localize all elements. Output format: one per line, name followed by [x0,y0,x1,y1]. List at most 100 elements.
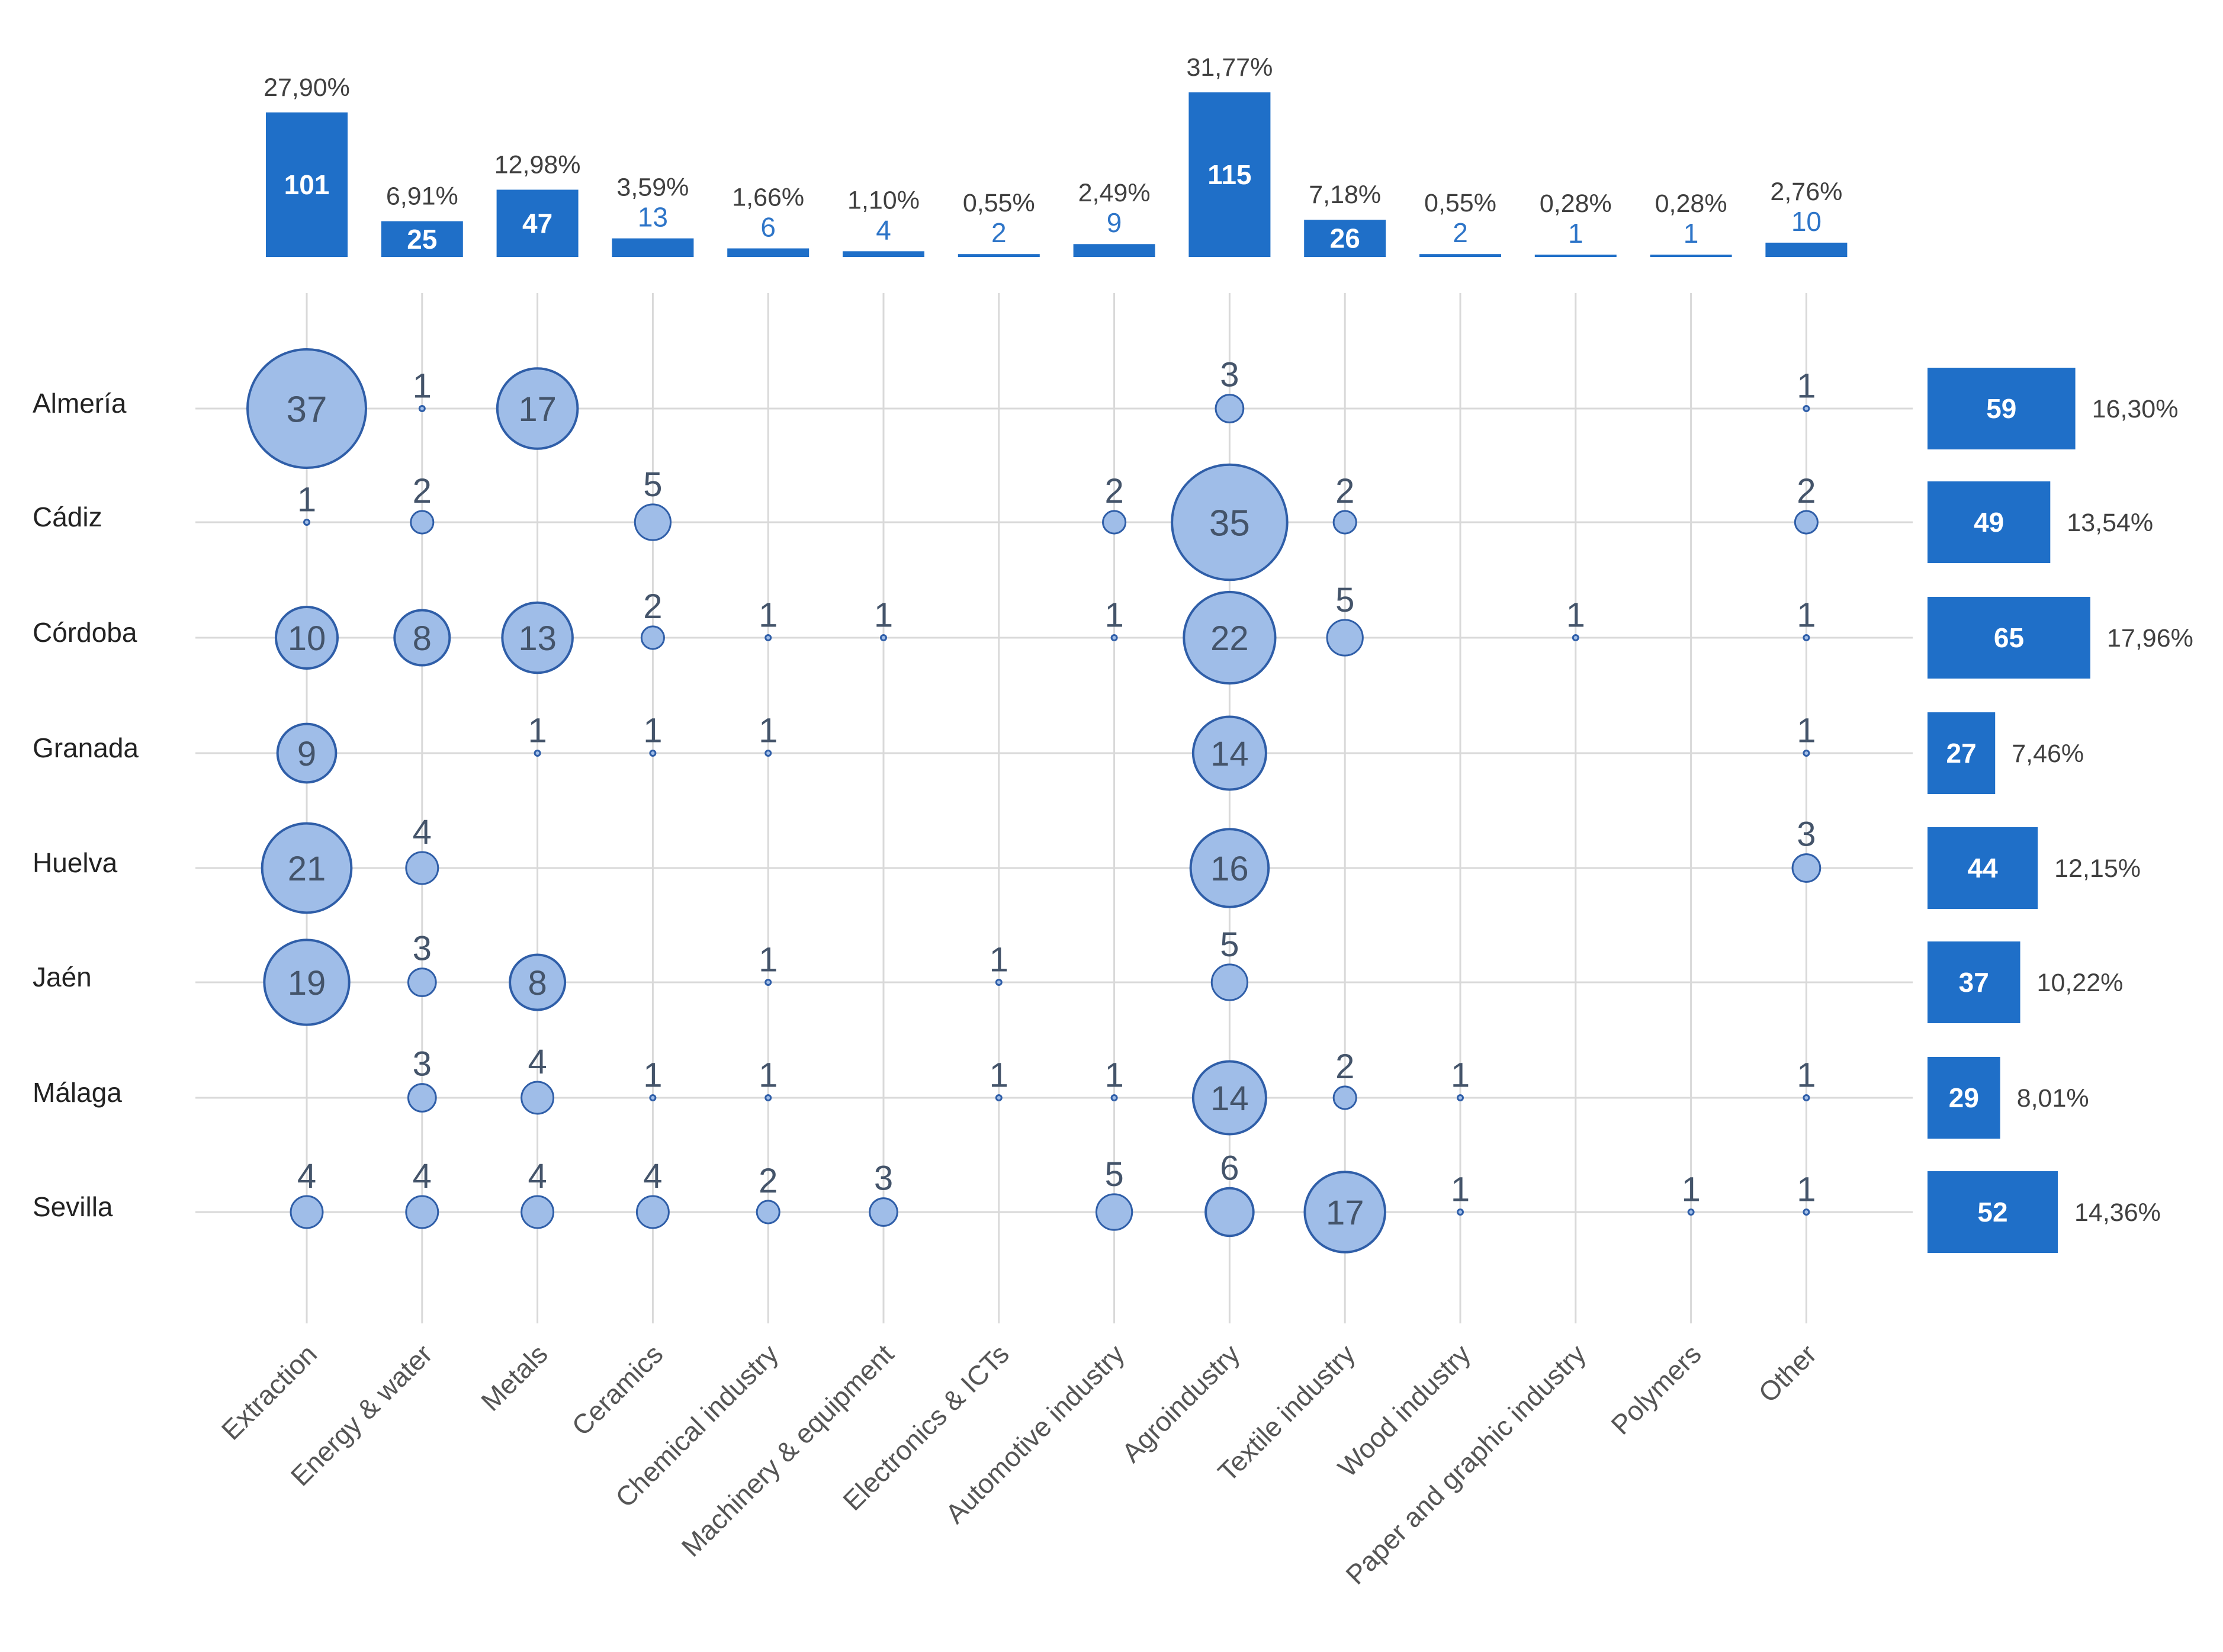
bubble-value-label: 1 [1566,596,1585,635]
bubble-value-label: 4 [528,1157,547,1195]
bubble-cordoba-ceramics [640,625,665,650]
bubble-sevilla-automotive-industry [1095,1193,1133,1231]
bubble-cadiz-ceramics [634,503,672,541]
province-bar-malaga [1928,1057,2000,1139]
bubble-cadiz-other [1794,510,1819,535]
bubble-value-label: 4 [643,1157,662,1195]
bubble-jaen-agroindustry [1210,963,1249,1001]
province-bar-value: 37 [1959,967,1989,998]
province-bar-value: 27 [1946,738,1977,769]
bubble-malaga-chemical-industry [764,1094,772,1101]
bubble-value-label: 1 [874,596,893,635]
bubble-value-label: 10 [288,619,326,658]
bubble-sevilla-machinery-equipment [869,1197,898,1227]
bubble-sevilla-ceramics [635,1195,670,1229]
bubble-value-label: 17 [518,390,557,429]
bubble-value-label: 1 [1104,596,1123,635]
bubble-value-label: 1 [1797,596,1816,635]
bubble-sevilla-textile-industry [1303,1171,1386,1254]
bubble-value-label: 1 [759,941,778,979]
bubble-value-label: 22 [1210,619,1249,658]
sector-bar-value: 25 [407,224,437,255]
bubble-jaen-extraction [263,939,351,1026]
bubble-granada-chemical-industry [764,750,772,757]
sector-percent-label: 27,90% [264,73,350,102]
bubble-value-label: 1 [759,712,778,750]
bubble-value-label: 16 [1210,850,1249,888]
bubble-value-label: 4 [413,1157,432,1195]
province-bar-jaen [1928,941,2020,1023]
bubble-value-label: 2 [1335,472,1354,510]
province-label-almeria: Almería [33,388,127,419]
province-label-huelva: Huelva [33,847,118,878]
sector-percent-label: 6,91% [386,182,458,211]
bubble-value-label: 3 [1220,356,1239,394]
sector-label-paper-and-graphic-industry: Paper and graphic industry [1339,1338,1592,1590]
bubble-value-label: 1 [990,941,1008,979]
sector-bar-textile-industry [1304,220,1386,257]
province-bar-granada [1928,712,1996,794]
sector-bar-paper-and-graphic-industry [1534,255,1617,257]
province-bar-value: 65 [1994,622,2024,653]
bubble-value-label: 5 [1220,925,1239,964]
bubble-sevilla-energy-water [405,1195,439,1229]
province-percent-label: 10,22% [2037,969,2124,997]
bubble-granada-metals [534,750,541,757]
sector-percent-label: 0,28% [1540,189,1612,218]
province-bar-value: 29 [1949,1082,1979,1113]
sector-bar-value: 1 [1684,218,1699,249]
bubble-value-label: 6 [1220,1149,1239,1188]
bubble-cordoba-agroindustry [1183,590,1277,685]
province-percent-label: 13,54% [2067,509,2153,537]
bubble-value-label: 1 [990,1056,1008,1095]
bubble-sevilla-polymers [1687,1209,1695,1216]
sector-bar-automotive-industry [1073,244,1155,257]
sector-bar-electronics-icts [958,254,1040,257]
province-label-jaen: Jaén [33,962,92,992]
bubble-cordoba-energy-water [393,609,451,667]
sector-bar-ceramics [612,238,694,257]
sector-total-bars: 10127,90%256,91%4712,98%133,59%61,66%41,… [264,53,1848,257]
province-bar-cadiz [1928,481,2051,563]
sector-bar-polymers [1650,255,1732,257]
sector-label-extraction: Extraction [216,1338,323,1445]
sector-bar-value: 101 [284,169,330,200]
province-bar-almeria [1928,368,2076,449]
bubble-value-label: 4 [413,813,432,851]
bubble-jaen-electronics-icts [995,979,1003,986]
bubble-value-label: 3 [413,930,432,968]
bubble-value-label: 5 [643,465,662,504]
bubble-malaga-automotive-industry [1110,1094,1118,1101]
bubble-cadiz-textile-industry [1332,510,1357,535]
sector-percent-label: 7,18% [1309,181,1381,209]
bubble-value-label: 3 [413,1045,432,1084]
sector-percent-label: 31,77% [1186,53,1273,82]
province-bar-value: 49 [1974,507,2004,538]
province-bar-value: 44 [1967,853,1998,883]
province-percent-label: 8,01% [2017,1084,2089,1113]
bubble-granada-other [1803,750,1810,757]
bubble-cordoba-machinery-equipment [880,634,887,641]
bubble-value-label: 3 [1797,815,1816,854]
bubble-cadiz-energy-water [410,510,435,535]
sector-label-metals: Metals [475,1338,554,1417]
bubble-cadiz-automotive-industry [1102,510,1127,535]
sector-label-polymers: Polymers [1605,1338,1707,1440]
sector-label-ceramics: Ceramics [566,1338,669,1441]
bubble-value-label: 1 [528,712,547,750]
province-label-malaga: Málaga [33,1077,122,1108]
bubble-sevilla-metals [521,1195,555,1229]
sector-bar-energy-water [381,221,463,257]
province-bar-huelva [1928,827,2038,909]
province-percent-label: 14,36% [2074,1198,2161,1227]
sector-bar-value: 26 [1330,223,1360,254]
bubble-huelva-extraction [261,822,353,914]
bubble-value-label: 1 [1104,1056,1123,1095]
bubble-almeria-energy-water [418,405,426,412]
sector-percent-label: 0,55% [963,189,1035,217]
sector-label-machinery-equipment: Machinery & equipment [676,1338,900,1563]
bubble-almeria-other [1803,405,1810,412]
sector-bar-value: 10 [1791,206,1822,237]
